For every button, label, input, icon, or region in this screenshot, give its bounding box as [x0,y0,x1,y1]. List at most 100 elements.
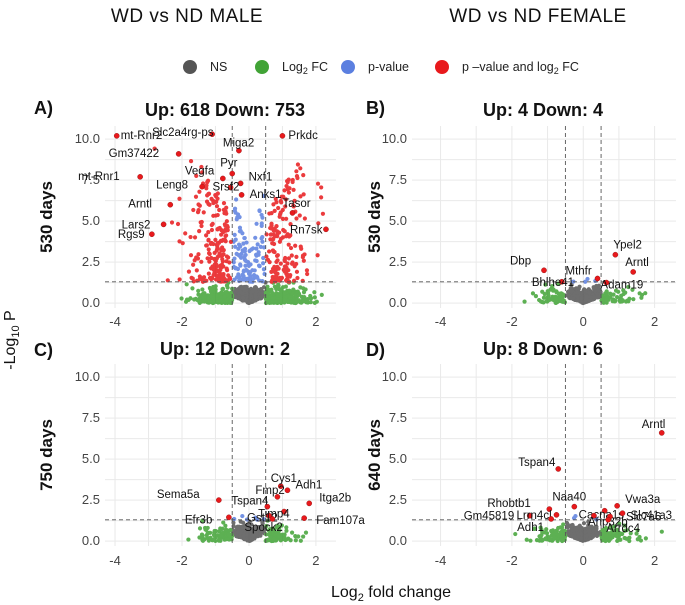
fc-point [186,297,191,303]
fc-point [211,532,217,537]
significant-point [286,242,291,247]
fc-point [269,538,274,544]
fc-point [218,527,224,532]
fc-point [282,300,287,305]
fc-point [513,531,518,537]
significant-point [280,216,286,221]
y-tick-label: 0.0 [82,533,100,548]
fc-point [276,293,281,298]
x-tick-label: -2 [176,553,188,568]
highlighted-point [526,512,533,519]
highlighted-point [149,231,155,238]
gene-label: Cys1 [271,473,297,485]
significant-point [206,247,211,252]
fc-point [539,538,544,543]
significant-point [180,241,185,246]
significant-point [211,200,216,206]
ns-point [574,286,579,291]
pvalue-point [256,252,261,257]
fc-point [541,300,546,305]
ns-point [244,284,249,289]
fc-point [608,291,613,296]
gene-label: Adh1 [295,479,322,491]
fc-point [285,299,290,305]
significant-point [297,213,302,218]
highlighted-point [229,170,236,177]
fc-point [621,288,626,293]
ns-point [584,297,589,302]
significant-point [200,279,206,284]
point-cloud [522,276,648,306]
fc-point [604,534,609,539]
significant-point [225,267,230,273]
significant-point [219,247,224,252]
significant-point [205,178,211,183]
gene-label: Rgs9 [118,229,145,241]
legend-key-pvalue [341,60,355,74]
ns-point [581,521,587,526]
fc-point [551,287,556,292]
highlighted-point [612,251,619,258]
fc-point [296,292,301,297]
fc-point [204,527,209,532]
gene-label: Arntl [642,419,666,431]
fc-point [208,299,214,305]
gene-label: Slc2a4rg-ps [152,127,214,139]
pvalue-point [233,244,238,249]
highlighted-point [601,507,608,514]
ns-point [583,529,588,535]
gene-label: Dbp [510,255,531,267]
pvalue-point [241,268,247,273]
fc-point [301,290,307,295]
highlighted-point [279,133,286,139]
gene-label: Arntl [128,199,152,211]
panel-letter: A) [34,98,53,118]
highlighted-point [236,147,242,154]
significant-point [199,164,204,170]
highlighted-point [553,512,560,518]
highlighted-point [614,503,620,509]
fc-point [560,525,565,530]
pvalue-point [261,517,266,522]
significant-point [304,268,310,273]
significant-point [190,276,195,281]
significant-point [224,219,229,224]
y-tick-label: 2.5 [389,492,407,507]
fc-point [560,295,565,300]
column-header-male: WD vs ND MALE [111,6,263,27]
significant-point [301,192,306,197]
significant-point [294,169,299,174]
significant-point [289,253,294,258]
significant-point [271,228,276,233]
significant-point [286,256,292,261]
pvalue-point [232,232,237,237]
significant-point [282,269,288,274]
significant-point [320,211,326,216]
ns-point [575,298,580,303]
fc-point [272,284,277,289]
gene-label: Tspan4 [518,457,556,469]
significant-point [197,228,202,234]
fc-point [559,534,564,539]
pvalue-point [253,235,258,240]
panels: -4 -2 0 2 0.0 2.5 5.0 7.5 10.0 mt-Rnr2Slc2a4rg-ps… [34,98,676,568]
fc-point [659,529,664,534]
significant-point [274,253,280,258]
x-tick-label: 0 [580,553,587,568]
x-tick-label: -4 [435,553,447,568]
gene-label: Adh1 [517,522,544,534]
fc-point [312,290,317,295]
gene-label: Slc41a3 [630,510,672,522]
significant-point [277,214,282,219]
significant-point [224,254,230,259]
fc-point [612,524,617,529]
fc-point [308,299,313,305]
fc-point [553,529,559,534]
ns-point [250,527,255,533]
significant-point [177,277,182,282]
fc-point [545,289,550,294]
significant-point [204,233,209,238]
y-tick-label: 0.0 [389,533,407,548]
fc-point [604,296,609,302]
gene-label: Pyr [220,158,237,170]
